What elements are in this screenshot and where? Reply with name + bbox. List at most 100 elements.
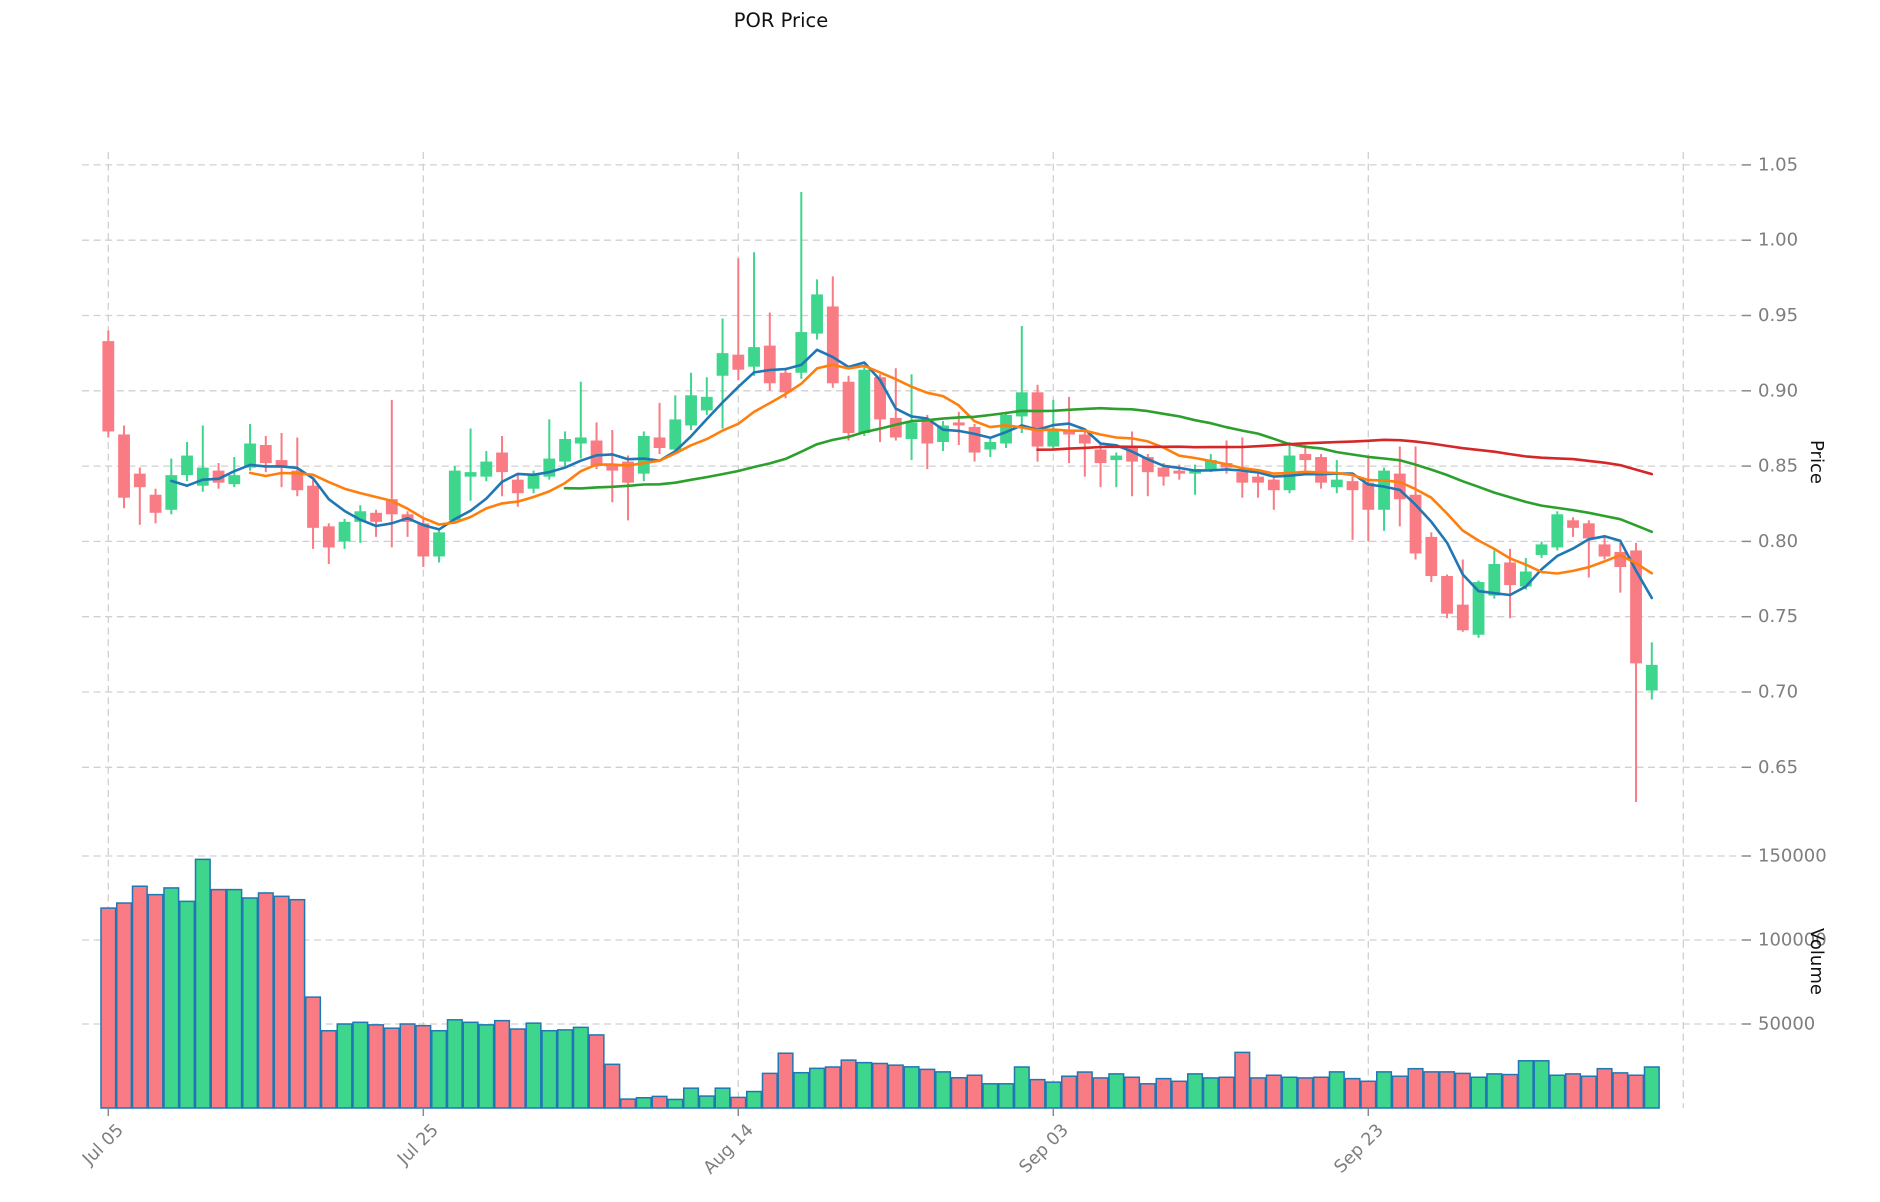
volume-bar	[399, 1023, 416, 1109]
candle-body-down	[511, 479, 524, 494]
volume-bar	[415, 1024, 432, 1109]
volume-bar	[746, 1090, 763, 1109]
candle-body-up	[181, 455, 193, 476]
volume-bar	[273, 895, 290, 1109]
volume-bar	[352, 1021, 369, 1109]
volume-bar	[1344, 1077, 1361, 1109]
volume-bar	[777, 1052, 794, 1109]
price-tick-label: 0.70	[1758, 682, 1798, 703]
candle-body-up	[1535, 544, 1548, 555]
volume-bar	[1155, 1077, 1172, 1109]
volume-bar	[1376, 1071, 1393, 1109]
volume-bar	[1360, 1080, 1377, 1109]
bottom-axis: Jul 05 Jul 25 Aug 14 Sep 03 Sep 23	[78, 1108, 1388, 1178]
candle-body-up	[1488, 563, 1501, 596]
candle-body-down	[1614, 551, 1627, 568]
candle-body-down	[1078, 434, 1091, 444]
candle-body-down	[590, 440, 603, 467]
candle-body-up	[1047, 429, 1060, 447]
volume-bar	[919, 1068, 936, 1109]
candle-body-down	[1267, 479, 1280, 491]
ma-line-30	[563, 406, 1654, 534]
candle-body-down	[259, 445, 272, 464]
price-tick-label: 0.75	[1758, 606, 1798, 627]
volume-bar	[1470, 1076, 1487, 1109]
candle-body-down	[779, 372, 792, 393]
price-tick-label: 1.00	[1758, 230, 1798, 251]
volume-bar	[194, 858, 211, 1109]
ma5-line	[170, 348, 1654, 600]
volume-bar	[1171, 1080, 1188, 1109]
candle-body-up	[244, 443, 256, 468]
volume-bar	[1076, 1071, 1093, 1109]
candle-body-down	[842, 381, 855, 433]
volume-bar	[1454, 1072, 1471, 1109]
price-tick-label: 0.95	[1758, 305, 1798, 326]
candle-body-up	[685, 395, 697, 426]
candle-body-up	[811, 294, 823, 334]
candle-body-up	[574, 437, 587, 444]
candle-body-up	[795, 332, 808, 373]
volume-bar	[383, 1027, 400, 1109]
volume-axis-label: Volume	[1806, 928, 1827, 995]
ma-line-10	[248, 363, 1654, 575]
volume-bar	[1281, 1076, 1298, 1109]
ma60-line	[1036, 438, 1654, 476]
candle-body-up	[1551, 514, 1564, 548]
candle-body-up	[858, 369, 871, 433]
candle-body-up	[1110, 455, 1123, 461]
candle-body-up	[228, 475, 241, 485]
volume-bar	[1265, 1074, 1282, 1109]
candle-body-down	[1299, 454, 1312, 461]
volume-bar	[116, 902, 133, 1109]
volume-bar	[620, 1098, 637, 1109]
volume-bar	[588, 1034, 605, 1109]
candle-body-down	[307, 485, 319, 528]
candle-body-down	[1425, 536, 1438, 577]
candle-body-down	[1456, 604, 1469, 631]
ma-line-60	[1036, 438, 1654, 476]
volume-bar	[1612, 1072, 1629, 1109]
candle-body-up	[543, 458, 556, 477]
candle-body-down	[606, 464, 619, 471]
volume-bar	[368, 1024, 385, 1109]
volume-bar	[604, 1063, 621, 1109]
price-tick-label: 0.85	[1758, 456, 1798, 477]
volume-bar	[1328, 1071, 1345, 1109]
volume-bar	[289, 898, 306, 1109]
volume-bar	[1187, 1073, 1204, 1109]
price-tick-label: 0.90	[1758, 380, 1798, 401]
price-tick-label: 1.05	[1758, 154, 1798, 175]
volume-bar	[1486, 1073, 1503, 1109]
volume-bar	[147, 893, 164, 1109]
volume-bar	[1139, 1083, 1156, 1109]
volume-bar	[950, 1077, 967, 1109]
candle-body-down	[1126, 446, 1138, 462]
candle-body-up	[637, 435, 650, 474]
volume-bar	[793, 1071, 810, 1109]
candle-body-down	[291, 470, 304, 491]
candle-body-down	[763, 345, 776, 384]
volume-bar	[1533, 1060, 1550, 1109]
volume-bar	[903, 1066, 920, 1109]
candle-body-down	[370, 512, 382, 522]
candle-body-up	[1015, 392, 1028, 417]
volume-bar	[1029, 1078, 1046, 1109]
volume-bar	[872, 1062, 889, 1109]
candle-body-down	[275, 460, 288, 468]
volume-bar	[667, 1098, 684, 1109]
volume-bar	[1313, 1076, 1330, 1109]
candle-body-down	[1173, 470, 1186, 474]
volume-bar	[698, 1095, 715, 1109]
volume-bar	[840, 1059, 857, 1109]
candle-body-up	[716, 353, 729, 376]
candle-body-down	[1582, 523, 1595, 539]
ma10-line	[248, 363, 1654, 575]
volume-bar	[1580, 1075, 1597, 1109]
volume-bar	[1218, 1076, 1235, 1109]
candle-body-down	[149, 494, 162, 513]
candle-bodies	[102, 294, 1658, 691]
volume-bar	[730, 1096, 747, 1109]
volume-bar	[683, 1087, 700, 1109]
candle-body-down	[732, 354, 745, 370]
